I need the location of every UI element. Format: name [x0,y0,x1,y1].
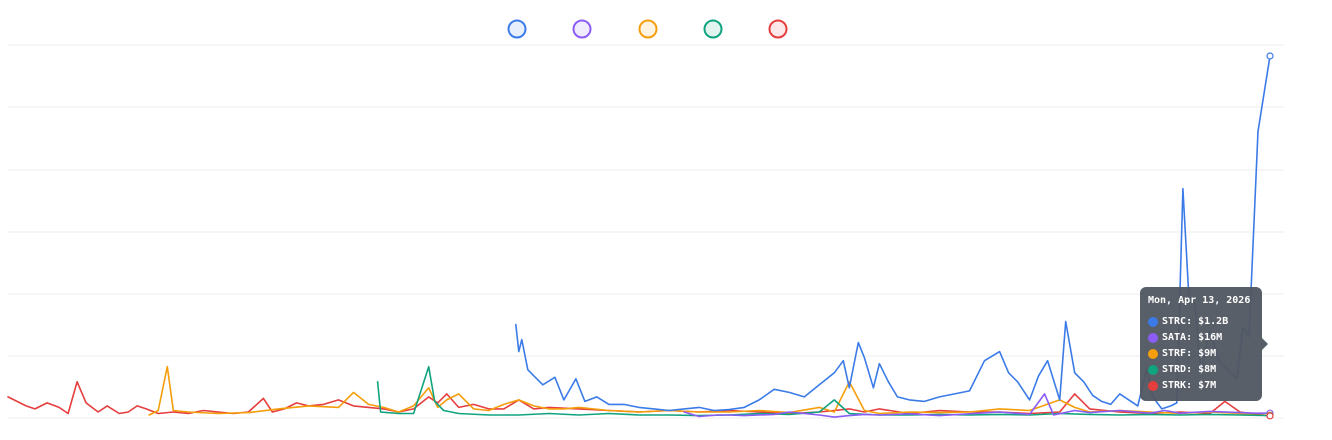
hover-point-strc [1266,52,1274,60]
hover-markers [1266,52,1274,420]
legend-marker-strk[interactable] [768,19,788,39]
hover-point-strk [1266,412,1274,420]
tooltip-row-strc: STRC: $1.2B [1148,314,1254,330]
series-line-sata [683,393,1271,418]
tooltip-strf-value: STRF: $9M [1162,348,1217,359]
gridlines [8,44,1284,419]
tooltip-strc-value: STRC: $1.2B [1162,316,1229,327]
legend-marker-strf[interactable] [638,19,658,39]
tooltip-row-strd: STRD: $8M [1148,362,1254,378]
legend-marker-strd[interactable] [703,19,723,39]
data-tooltip: Mon, Apr 13, 2026 STRC: $1.2B SATA: $16M… [1140,287,1268,401]
legend-marker-sata[interactable] [572,19,592,39]
series-line-strc [515,55,1271,412]
tooltip-date: Mon, Apr 13, 2026 [1148,295,1251,306]
tooltip-arrow [1262,338,1268,350]
tooltip-row-strf: STRF: $9M [1148,346,1254,362]
series-lines [7,55,1271,418]
tooltip-strd-value: STRD: $8M [1162,364,1217,375]
strc-color-dot [1148,317,1158,327]
tooltip-strk-value: STRK: $7M [1162,380,1217,391]
tooltip-sata-value: SATA: $16M [1162,332,1223,343]
strk-color-dot [1148,381,1158,391]
legend [507,19,788,39]
strd-color-dot [1148,365,1158,375]
legend-marker-strc[interactable] [507,19,527,39]
tooltip-row-strk: STRK: $7M [1148,378,1254,394]
series-line-strf [148,365,1271,417]
strf-color-dot [1148,349,1158,359]
series-line-strd [376,365,1271,417]
tooltip-row-sata: SATA: $16M [1148,330,1254,346]
series-line-strk [7,381,1271,417]
sata-color-dot [1148,333,1158,343]
